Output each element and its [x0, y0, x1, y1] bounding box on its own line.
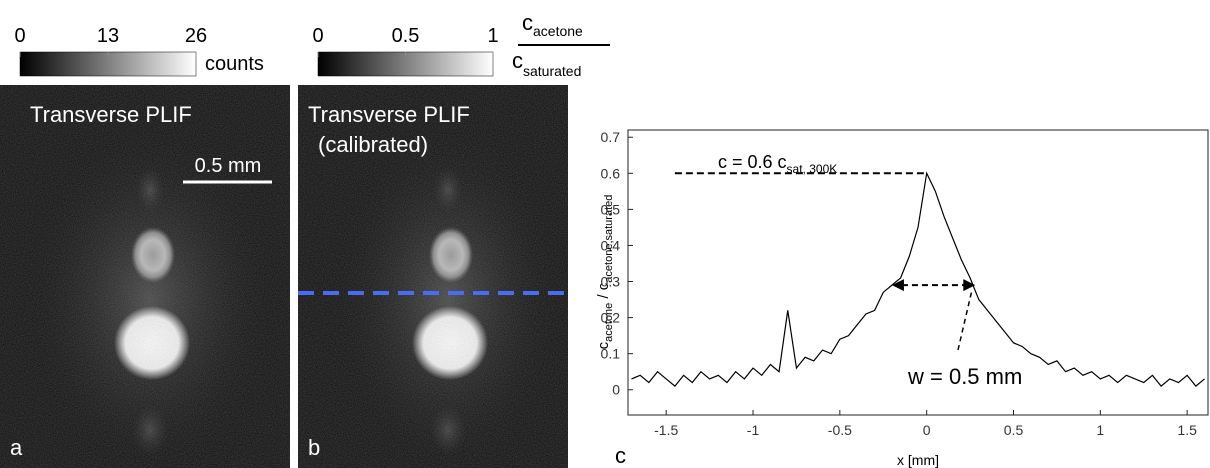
colorbar-tick-label: 1 [487, 25, 498, 47]
colorbar-tick-label: 26 [185, 25, 207, 47]
colorbar-tick-label: 0 [14, 25, 25, 47]
annotation-text: c = 0.6 c [718, 152, 787, 172]
y-tick-label: 0.4 [601, 237, 621, 253]
data-line [631, 171, 1205, 387]
label-part: c [595, 341, 612, 349]
panel-title: Transverse PLIF [308, 102, 470, 127]
y-axis-label: cacetone / cacetone,saturated [595, 195, 615, 350]
label-sub: acetone [603, 303, 615, 342]
panel-subtitle: (calibrated) [318, 132, 428, 157]
unit-sub: saturated [523, 63, 581, 79]
colorbar-unit: counts [205, 53, 264, 75]
x-tick-label: 0.5 [1004, 422, 1024, 438]
panel-label: b [308, 435, 320, 460]
arrow-head [963, 279, 976, 292]
x-tick-label: -0.5 [828, 422, 852, 438]
y-tick-label: 0.7 [601, 129, 621, 145]
colorbar-tick-label: 0 [312, 25, 323, 47]
arrow-head [891, 279, 904, 292]
y-tick-label: 0.2 [601, 310, 621, 326]
unit-sub: acetone [533, 23, 583, 39]
colorbar-tick-label: 13 [97, 25, 119, 47]
image-b [298, 85, 568, 468]
label-sub: acetone,saturated [603, 195, 615, 283]
image-a [0, 85, 290, 468]
x-axis-label: x [mm] [897, 452, 939, 468]
y-tick-label: 0.3 [601, 274, 621, 290]
y-tick-label: 0.1 [601, 346, 621, 362]
plot-frame [627, 129, 1209, 416]
y-tick-label: 0 [612, 382, 620, 398]
annotation-width: w = 0.5 mm [907, 364, 1022, 389]
colorbar-unit-denominator: csaturated [512, 48, 581, 79]
label-part: / c [595, 282, 612, 303]
unit-text: c [522, 10, 533, 35]
panel-label: a [10, 435, 23, 460]
colorbar-tick-label: 0.5 [392, 25, 420, 47]
x-tick-label: 1 [1096, 422, 1104, 438]
x-tick-label: -1.5 [654, 422, 678, 438]
x-tick-label: 0 [923, 422, 931, 438]
colorbar-unit-numerator: cacetone [522, 10, 583, 39]
unit-text: c [512, 48, 523, 73]
x-tick-label: -1 [747, 422, 760, 438]
panel-title: Transverse PLIF [30, 102, 192, 127]
scale-bar-label: 0.5 mm [195, 155, 262, 177]
annotation-pointer [957, 289, 973, 351]
y-tick-label: 0.6 [601, 165, 621, 181]
panel-label: c [615, 443, 626, 468]
x-tick-label: 1.5 [1177, 422, 1197, 438]
y-tick-label: 0.5 [601, 201, 621, 217]
